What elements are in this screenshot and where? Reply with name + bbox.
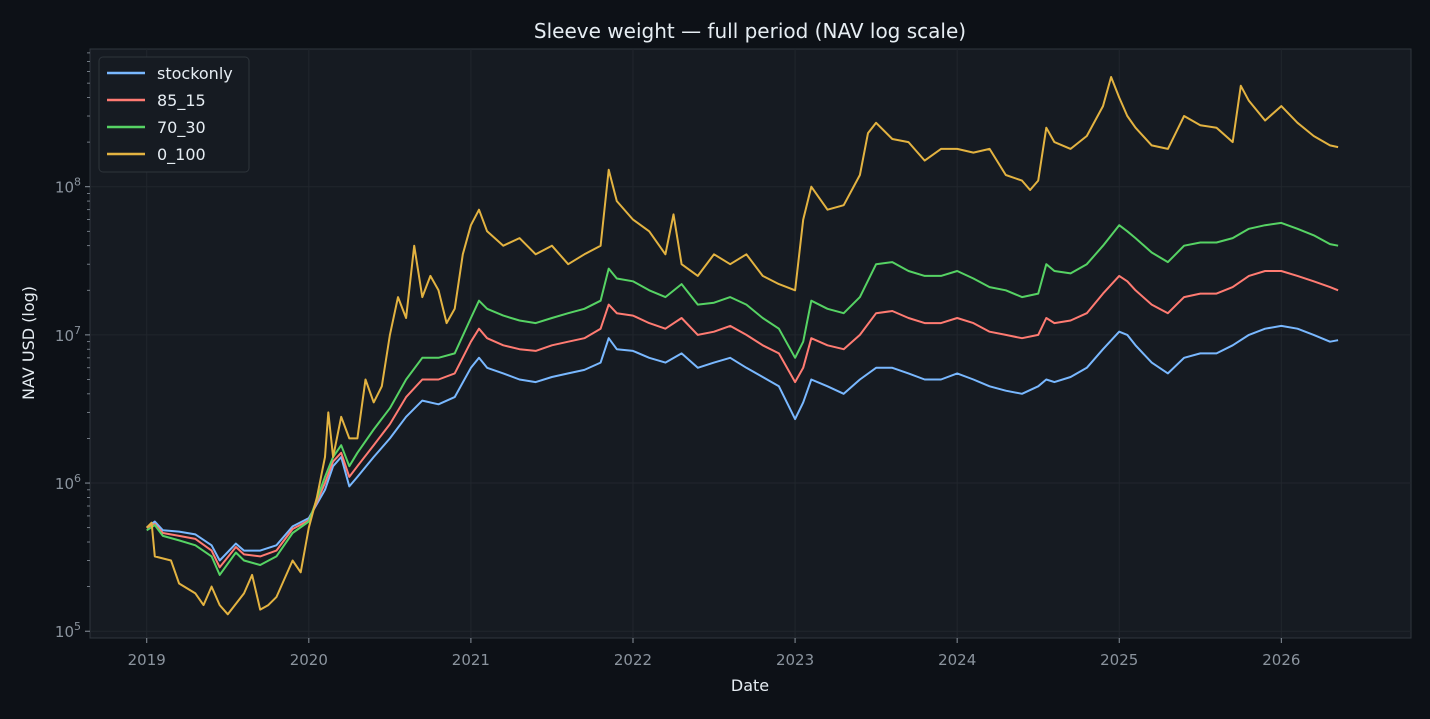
legend-label: 0_100 — [157, 145, 206, 165]
series-line-0_100 — [145, 76, 1339, 616]
series-line-70_30 — [146, 221, 1339, 576]
x-tick-label: 2020 — [290, 651, 328, 669]
x-tick-label: 2021 — [452, 651, 490, 669]
y-gridlines — [90, 186, 1411, 632]
x-tick-label: 2026 — [1262, 651, 1300, 669]
chart-title: Sleeve weight — full period (NAV log sca… — [534, 19, 966, 43]
x-axis: 2019 2020 2021 2022 2023 2024 2025 2026 — [128, 638, 1300, 669]
x-tick-label: 2025 — [1100, 651, 1138, 669]
y-tick-label: 105 — [55, 620, 81, 641]
plot-area — [89, 48, 1412, 639]
y-tick-base: 10 — [55, 327, 74, 345]
y-tick-label: 107 — [55, 324, 81, 345]
legend-label: 85_15 — [157, 91, 206, 111]
y-tick-label: 106 — [55, 472, 81, 493]
y-tick-base: 10 — [55, 179, 74, 197]
y-axis-label: NAV USD (log) — [19, 286, 38, 400]
y-tick-exponent: 6 — [74, 472, 81, 485]
y-tick-exponent: 7 — [74, 324, 81, 337]
y-tick-exponent: 5 — [74, 620, 81, 633]
x-axis-label: Date — [731, 676, 769, 695]
x-tick-label: 2019 — [128, 651, 166, 669]
legend-label: 70_30 — [157, 118, 206, 138]
x-tick-label: 2024 — [938, 651, 976, 669]
legend-box — [98, 56, 250, 173]
series-line-85_15 — [146, 270, 1339, 569]
y-tick-exponent: 8 — [74, 176, 81, 189]
series-line-stockonly — [146, 324, 1339, 562]
series-layer — [145, 76, 1339, 616]
x-tick-label: 2023 — [776, 651, 814, 669]
legend-label: stockonly — [157, 64, 233, 83]
y-tick-base: 10 — [55, 623, 74, 641]
y-tick-base: 10 — [55, 475, 74, 493]
legend: stockonly 85_15 70_30 0_100 — [98, 56, 250, 173]
y-tick-label: 108 — [55, 176, 81, 197]
x-tick-label: 2022 — [614, 651, 652, 669]
